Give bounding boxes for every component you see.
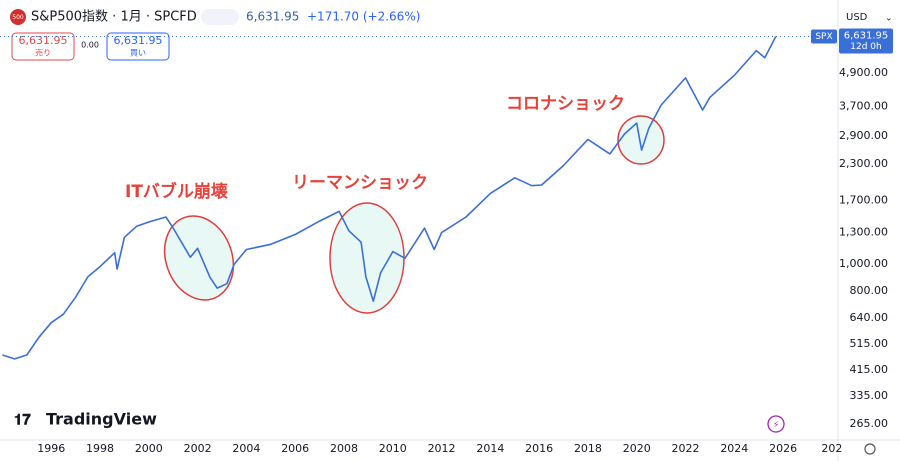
x-tick-label: 2004 bbox=[232, 442, 260, 455]
x-tick-label: 2016 bbox=[525, 442, 553, 455]
sell-label: 売り bbox=[35, 48, 51, 58]
x-tick-label: 2010 bbox=[379, 442, 407, 455]
x-tick-label: 202 bbox=[821, 442, 842, 455]
countdown-text: 12d 0h bbox=[850, 42, 881, 52]
event-icon-glyph: ⚡ bbox=[773, 421, 779, 431]
buy-label: 買い bbox=[130, 49, 146, 58]
x-tick-label: 2020 bbox=[623, 442, 651, 455]
x-tick-label: 2024 bbox=[720, 442, 748, 455]
y-tick-label: 1,700.00 bbox=[839, 193, 888, 206]
x-tick-label: 2022 bbox=[672, 442, 700, 455]
y-tick-label: 800.00 bbox=[850, 284, 889, 297]
change: +171.70 (+2.66%) bbox=[307, 10, 420, 24]
x-tick-label: 2008 bbox=[330, 442, 358, 455]
x-tick-label: 2026 bbox=[769, 442, 797, 455]
y-tick-label: 265.00 bbox=[850, 417, 889, 430]
x-tick-label: 2014 bbox=[476, 442, 504, 455]
symbol-tag-text: SPX bbox=[815, 32, 832, 42]
symbol-tag bbox=[811, 29, 837, 44]
sell-button[interactable] bbox=[11, 32, 75, 61]
chart-title[interactable]: S&P500指数 · 1月 · SPCFD bbox=[31, 10, 197, 25]
price-line bbox=[2, 36, 777, 360]
y-tick-label: 1,300.00 bbox=[839, 226, 888, 239]
last-price-text: 6,631.95 bbox=[844, 30, 889, 41]
badge-text: 500 bbox=[12, 14, 24, 21]
logo-mark: 𝟏𝟕 bbox=[14, 411, 31, 429]
annotation: コロナショック bbox=[506, 94, 625, 114]
highlight-ellipse bbox=[163, 215, 235, 301]
x-tick-label: 2002 bbox=[184, 442, 212, 455]
last-price-tag bbox=[839, 28, 893, 54]
sell-price: 6,631.95 bbox=[19, 34, 68, 47]
y-tick-label: 640.00 bbox=[850, 311, 889, 324]
dropdown-caret[interactable]: ⌄ bbox=[885, 14, 893, 24]
x-tick-label: 2012 bbox=[428, 442, 456, 455]
price: 6,631.95 bbox=[246, 10, 299, 24]
y-tick-label: 2,900.00 bbox=[839, 129, 888, 142]
highlight-ellipse bbox=[329, 202, 405, 314]
x-tick-label: 1998 bbox=[86, 442, 114, 455]
x-tick-label: 2006 bbox=[281, 442, 309, 455]
x-tick-label: 2000 bbox=[135, 442, 163, 455]
settings-icon[interactable] bbox=[864, 443, 876, 455]
y-tick-label: 335.00 bbox=[850, 389, 889, 402]
y-tick-label: 415.00 bbox=[850, 363, 889, 376]
y-tick-label: 515.00 bbox=[850, 337, 889, 350]
x-tick-label: 1996 bbox=[37, 442, 65, 455]
event-icon[interactable] bbox=[767, 415, 785, 433]
y-tick-label: 1,000.00 bbox=[839, 257, 888, 270]
symbol-badge bbox=[10, 9, 26, 25]
y-tick-label: 3,700.00 bbox=[839, 100, 888, 113]
status-pill[interactable] bbox=[201, 9, 239, 25]
buy-price: 6,631.95 bbox=[114, 34, 163, 47]
spread: 0.00 bbox=[81, 41, 99, 50]
y-tick-label: 4,900.00 bbox=[839, 66, 888, 79]
y-tick-label: 2,300.00 bbox=[839, 157, 888, 170]
highlight-ellipse bbox=[617, 115, 665, 165]
x-tick-label: 2018 bbox=[574, 442, 602, 455]
annotation: リーマンショック bbox=[292, 173, 428, 193]
buy-button[interactable] bbox=[106, 32, 170, 61]
logo[interactable]: TradingView bbox=[46, 410, 157, 429]
currency[interactable]: USD bbox=[846, 12, 868, 23]
annotation: ITバブル崩壊 bbox=[125, 181, 229, 202]
